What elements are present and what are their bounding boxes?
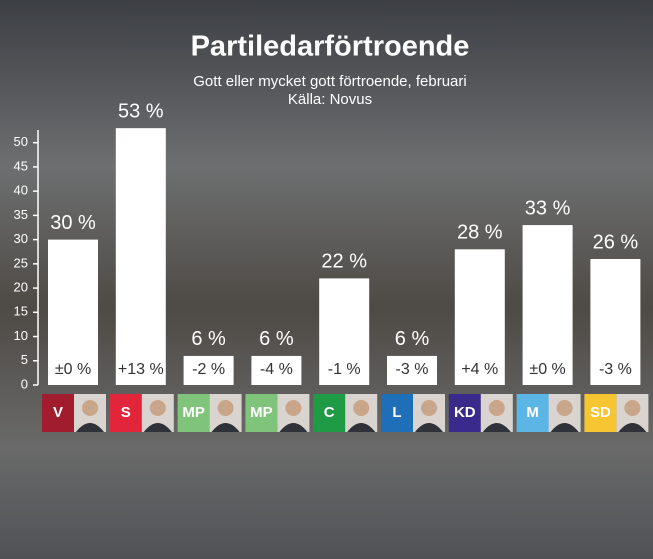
x-tick-label: M <box>526 404 539 421</box>
portrait-head <box>353 400 370 416</box>
x-tick-label: V <box>53 404 63 421</box>
party-box <box>42 394 74 432</box>
change-label: +13 % <box>118 361 164 378</box>
portrait-head <box>488 400 505 416</box>
party-box <box>313 394 346 432</box>
portrait-head <box>217 400 234 416</box>
y-tick-label: 10 <box>14 328 28 343</box>
y-tick-label: 0 <box>21 376 28 391</box>
party-box <box>516 394 549 432</box>
x-tick-label: L <box>392 404 401 421</box>
value-label: 22 % <box>321 251 367 273</box>
change-label: -3 % <box>599 361 632 378</box>
portrait-head <box>556 400 573 416</box>
x-tick-label: SD <box>590 404 611 421</box>
party-box <box>177 394 210 432</box>
y-tick-label: 45 <box>14 158 28 173</box>
portrait-body <box>143 423 172 432</box>
portrait-body <box>347 423 376 432</box>
value-label: 26 % <box>593 231 639 253</box>
party-box <box>584 394 617 432</box>
party-box <box>109 394 142 432</box>
bar <box>115 128 166 385</box>
bar <box>522 225 573 385</box>
y-tick-label: 15 <box>14 304 28 319</box>
bar <box>48 239 98 385</box>
y-tick-label: 25 <box>14 255 28 270</box>
portrait-body <box>415 423 443 432</box>
bar <box>387 355 437 385</box>
bar <box>319 278 370 385</box>
portrait-body <box>279 423 308 432</box>
value-label: 53 % <box>118 100 164 122</box>
portrait-body <box>618 423 647 432</box>
value-label: 30 % <box>50 212 96 234</box>
x-tick-label: MP <box>182 404 205 421</box>
value-label: 6 % <box>259 328 294 350</box>
portrait-head <box>624 400 641 416</box>
portrait-head <box>421 400 437 416</box>
y-tick-label: 30 <box>14 231 28 246</box>
x-tick-label: C <box>324 404 335 421</box>
change-label: ±0 % <box>529 361 565 378</box>
bar <box>183 355 234 385</box>
y-tick-label: 40 <box>14 183 28 198</box>
x-tick-label: KD <box>454 404 476 421</box>
chart-subtitle: Gott eller mycket gott förtroende, febru… <box>193 73 466 90</box>
change-label: ±0 % <box>55 361 91 378</box>
portrait-body <box>482 423 511 432</box>
portrait-body <box>76 423 104 432</box>
change-label: -3 % <box>396 361 429 378</box>
change-label: -4 % <box>260 361 293 378</box>
y-tick-label: 5 <box>21 352 28 367</box>
chart-title: Partiledarförtroende <box>191 31 470 63</box>
value-label: 28 % <box>457 222 503 244</box>
bar <box>251 355 302 385</box>
change-label: +4 % <box>461 361 498 378</box>
portrait-body <box>550 423 579 432</box>
y-tick-label: 20 <box>14 280 28 295</box>
value-label: 33 % <box>525 197 571 219</box>
portrait-head <box>149 400 166 416</box>
party-box <box>448 394 481 432</box>
party-box <box>245 394 278 432</box>
y-tick-label: 35 <box>14 207 28 222</box>
change-label: -1 % <box>328 361 361 378</box>
bar <box>590 259 641 385</box>
change-label: -2 % <box>192 361 225 378</box>
party-box <box>381 394 413 432</box>
y-tick-label: 50 <box>14 134 28 149</box>
x-tick-label: MP <box>250 404 273 421</box>
x-tick-label: S <box>121 404 131 421</box>
portrait-body <box>211 423 240 432</box>
chart-source: Källa: Novus <box>288 91 372 108</box>
value-label: 6 % <box>191 328 226 350</box>
portrait-head <box>82 400 98 416</box>
portrait-head <box>285 400 302 416</box>
value-label: 6 % <box>395 328 430 350</box>
bar <box>454 249 505 385</box>
